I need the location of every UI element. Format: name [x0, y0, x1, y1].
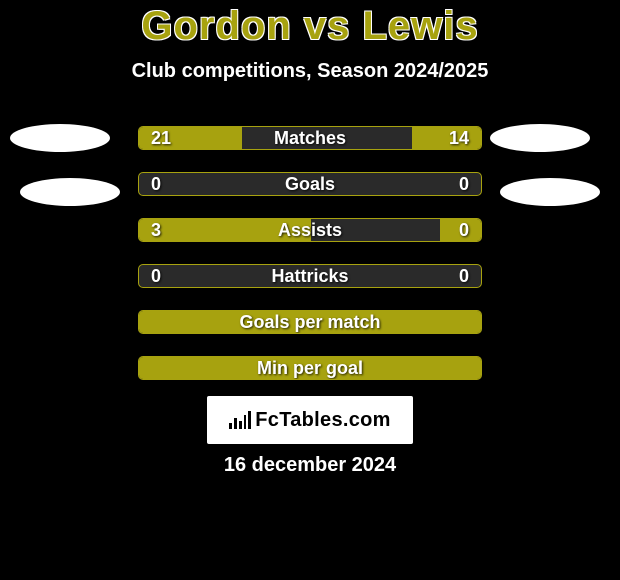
stat-label: Hattricks: [139, 266, 481, 287]
page-subtitle: Club competitions, Season 2024/2025: [0, 60, 620, 83]
stat-row: Hattricks0 0: [138, 264, 482, 288]
stat-bar-full: [139, 311, 482, 333]
stat-value-left: 0: [151, 266, 161, 287]
photo-placeholder-ellipse: [490, 124, 590, 152]
stat-value-right: 0: [459, 174, 469, 195]
stat-row: Matches2114: [138, 126, 482, 150]
stat-bar-full: [139, 357, 482, 379]
stat-row: Assists30: [138, 218, 482, 242]
fctables-logo: FcTables.com: [207, 396, 413, 444]
stat-value-left: 0: [151, 174, 161, 195]
stat-row: Goals0 0: [138, 172, 482, 196]
stat-row: Goals per match: [138, 310, 482, 334]
photo-placeholder-ellipse: [20, 178, 120, 206]
comparison-infographic: Gordon vs Lewis Club competitions, Seaso…: [0, 0, 620, 580]
logo-bars-icon: [229, 411, 251, 429]
stat-bar-left: [139, 219, 311, 241]
stat-bar-left: [139, 127, 242, 149]
photo-placeholder-ellipse: [10, 124, 110, 152]
stat-label: Goals: [139, 174, 481, 195]
photo-placeholder-ellipse: [500, 178, 600, 206]
stat-bar-right: [412, 127, 481, 149]
page-title: Gordon vs Lewis: [0, 4, 620, 49]
stat-bars-area: Matches2114Goals00Assists30Hattricks00Go…: [138, 126, 482, 402]
stat-value-right: 0: [459, 266, 469, 287]
logo-text: FcTables.com: [255, 409, 391, 432]
stat-bar-right: [440, 219, 481, 241]
stat-row: Min per goal: [138, 356, 482, 380]
publication-date: 16 december 2024: [0, 454, 620, 477]
